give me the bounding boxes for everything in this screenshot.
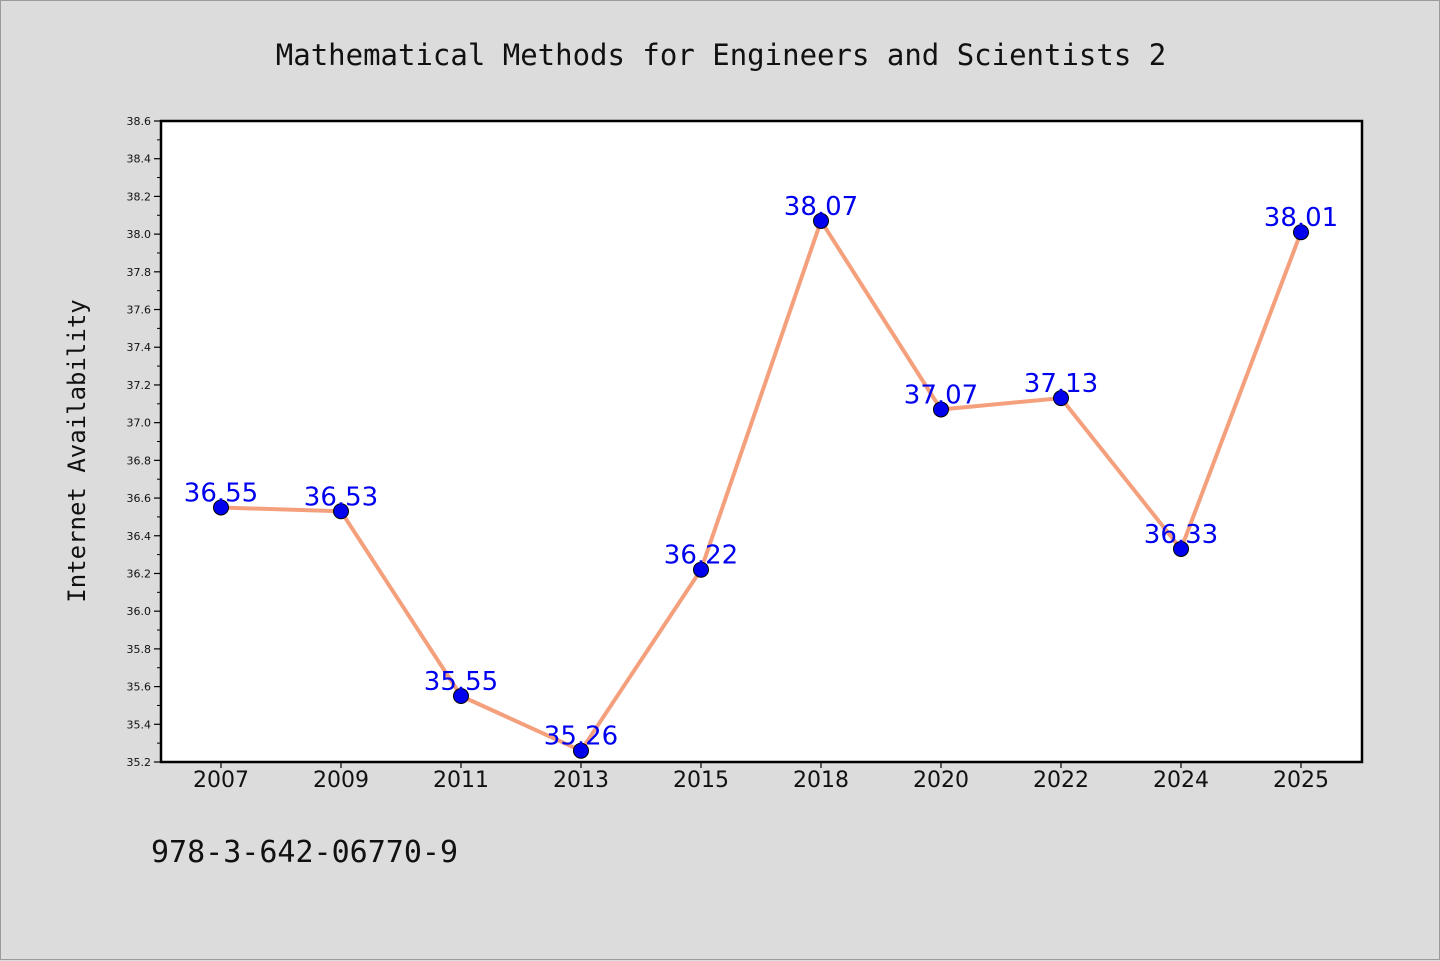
y-tick-label: 36.2	[127, 567, 152, 580]
y-tick-label: 36.4	[127, 530, 152, 543]
x-tick-label: 2013	[553, 768, 609, 793]
y-axis-label: Internet Availability	[63, 299, 91, 602]
data-label: 38.01	[1264, 203, 1338, 233]
x-axis: 2007 2009 2011 2013 2015 2018 2020 2022 2024 2025	[193, 762, 1329, 793]
data-label: 37.07	[904, 380, 978, 410]
data-label: 35.26	[544, 722, 618, 752]
data-label: 36.22	[664, 541, 738, 571]
x-tick-label: 2015	[673, 768, 729, 793]
y-tick-label: 36.0	[127, 605, 152, 618]
y-tick-label: 35.6	[127, 681, 152, 694]
data-point	[813, 212, 829, 229]
series-markers	[213, 212, 1309, 759]
y-axis: 35.2 35.4 35.6 35.8 36.0 36.2 36.4 36.6 36.8 37.0…	[127, 115, 161, 769]
data-point	[1173, 540, 1189, 557]
y-tick-label: 37.6	[127, 304, 152, 317]
data-point	[573, 742, 589, 759]
x-tick-label: 2020	[913, 768, 969, 793]
data-point	[1053, 390, 1069, 407]
x-tick-label: 2011	[433, 768, 489, 793]
chart-title: Mathematical Methods for Engineers and S…	[276, 38, 1166, 72]
data-label: 37.13	[1024, 369, 1098, 399]
y-tick-label: 37.4	[127, 341, 152, 354]
data-point	[693, 561, 709, 578]
data-label: 36.55	[184, 478, 258, 508]
y-tick-label: 38.6	[127, 115, 152, 128]
data-label: 36.53	[304, 482, 378, 512]
data-point	[453, 688, 469, 705]
series-line	[219, 218, 1303, 753]
y-tick-label: 36.8	[127, 454, 152, 467]
y-tick-label: 35.2	[127, 756, 152, 769]
data-labels: 36.55 36.53 35.55 35.26 36.22 38.07 37.07 37.13…	[184, 192, 1338, 752]
x-tick-label: 2007	[193, 768, 249, 793]
x-tick-label: 2024	[1153, 768, 1209, 793]
x-tick-label: 2025	[1273, 768, 1329, 793]
y-tick-label: 35.8	[127, 643, 152, 656]
x-tick-label: 2018	[793, 768, 849, 793]
data-label: 36.33	[1144, 520, 1218, 550]
plot-area	[159, 119, 1364, 764]
data-label: 38.07	[784, 192, 858, 222]
y-tick-label: 37.2	[127, 379, 152, 392]
y-tick-label: 38.2	[127, 190, 152, 203]
data-label: 35.55	[424, 667, 498, 697]
y-tick-label: 38.0	[127, 228, 152, 241]
x-tick-label: 2009	[313, 768, 369, 793]
y-tick-label: 37.8	[127, 266, 152, 279]
y-tick-label: 37.0	[127, 417, 152, 430]
x-tick-label: 2022	[1033, 768, 1089, 793]
isbn-text: 978-3-642-06770-9	[151, 835, 459, 870]
y-tick-label: 38.4	[127, 153, 152, 166]
y-tick-label: 35.4	[127, 718, 152, 731]
data-point	[933, 401, 949, 418]
data-point	[1293, 224, 1309, 241]
y-tick-label: 36.6	[127, 492, 152, 505]
data-point	[213, 499, 229, 516]
data-point	[333, 503, 349, 520]
